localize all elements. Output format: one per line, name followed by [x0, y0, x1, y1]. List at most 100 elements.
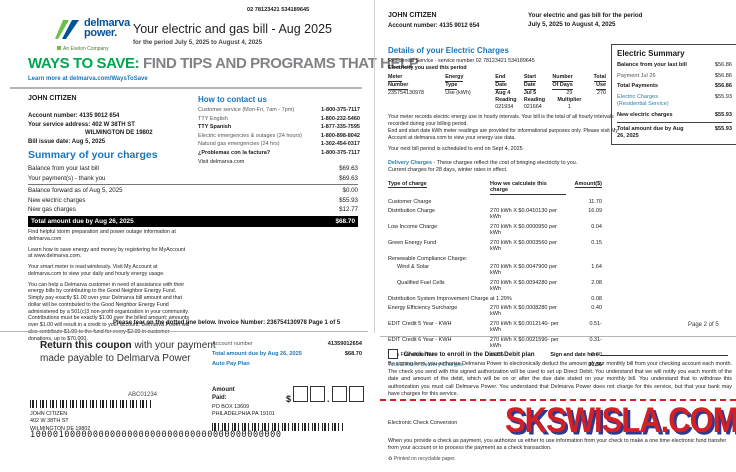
- sign-date-label: Sign and date here: [550, 352, 599, 358]
- summary-box-row: Payment Jul 26 $56.86: [617, 72, 732, 79]
- decimal-point: .: [327, 394, 330, 404]
- page-number: Page 2 of 5: [688, 322, 719, 328]
- contact-heading: How to contact us: [198, 95, 267, 104]
- charge-row: Low Income Charge 270 kWh X $0.0000950 pe…: [388, 223, 602, 237]
- coupon-account-row: Account number 41359012654: [212, 341, 362, 347]
- days-value: 29: [566, 90, 573, 97]
- end-reading-value: 021934: [495, 104, 514, 111]
- direct-debit-header: Check here to enroll in the Direct Debit…: [388, 348, 730, 360]
- customer-name: JOHN CITIZEN: [28, 95, 77, 102]
- summary-row: New electric charges $55.93: [28, 196, 358, 204]
- bill-issue-date: Bill issue date: Aug 5, 2025: [28, 139, 106, 146]
- amount-digit-box[interactable]: [331, 386, 347, 402]
- scanline-code: 02 78123421 534189645: [247, 7, 310, 13]
- charge-row: EDIT Credit 6 Year - KWH 270 kWh X $0.002…: [388, 336, 602, 349]
- summary-box-row: Balance from your last bill $56.86: [617, 62, 732, 68]
- delivery-charges-table: Type of charge How we calculate this cha…: [388, 181, 602, 371]
- service-address: Your service address: 402 W 38TH ST: [28, 121, 135, 128]
- ways-to-save-banner: WAYS TO SAVE: FIND TIPS AND PROGRAMS THA…: [28, 55, 419, 72]
- meter-col-energy: Energy Type Use (kWh): [445, 74, 495, 111]
- energy-type-value: Use (kWh): [445, 90, 471, 97]
- logo-word-2: power.: [84, 27, 118, 39]
- coupon-return-text: Return this coupon with your payment mad…: [40, 340, 216, 364]
- summary-box-row: Total Payments $56.86: [617, 83, 732, 90]
- meter-col-start: Start Date Jul 5 Reading 021664: [523, 74, 553, 111]
- amount-paid-boxes: $.: [286, 386, 364, 404]
- multiplier-value: 1: [567, 104, 571, 111]
- charge-row: Wlm Franchise Tax at 2% 0.00: [388, 352, 602, 359]
- watermark: SKSWISLA.COM: [505, 400, 736, 441]
- tear-instruction: Please tear on the dotted line below. In…: [113, 320, 341, 326]
- logo-word-1: delmarva: [84, 17, 130, 29]
- coupon-amount-block: Account number 41359012654 Total amount d…: [212, 341, 362, 367]
- account-number-p2: Account number: 4135 9012 654: [388, 23, 480, 29]
- summary-row: Your payment(s) - thank you $69.63: [28, 175, 358, 185]
- amount-paid-label: Amount Paid:: [212, 387, 235, 401]
- contact-row: TTY English 1-800-232-5460: [198, 115, 360, 122]
- signature-line[interactable]: [600, 348, 729, 356]
- summary-table: Balance from your last bill $69.63 Your p…: [28, 165, 358, 227]
- contact-row: TTY Spanish 1-877-335-7595: [198, 124, 360, 131]
- electric-summary-heading: Electric Summary: [617, 49, 685, 58]
- amount-digit-box[interactable]: [293, 386, 309, 402]
- ocr-scanline: 1000010000000000000000000000000000000000…: [30, 430, 282, 440]
- amount-digit-box[interactable]: [310, 386, 326, 402]
- electricity-used-line: Electricity you used this period: [388, 65, 467, 71]
- period-block-p2: Your electric and gas bill for the perio…: [528, 12, 643, 28]
- summary-heading: Summary of your charges: [28, 149, 158, 161]
- delivery-charges-intro: Delivery Charges - These charges reflect…: [388, 160, 578, 174]
- charge-row: EDIT Credit 5 Year - KWH 270 kWh X $0.001…: [388, 320, 602, 334]
- summary-box-row: New electric charges $55.93: [617, 111, 732, 118]
- amount-digit-box[interactable]: [348, 386, 364, 402]
- start-reading-value: 021664: [523, 104, 542, 111]
- bill-title: Your electric and gas bill - Aug 2025: [133, 22, 332, 36]
- summary-row: Balance from your last bill $69.63: [28, 165, 358, 172]
- delmarva-logo: [55, 18, 81, 47]
- bill-notes: Find helpful storm preparation and power…: [28, 229, 191, 346]
- right-page-divider: [380, 336, 736, 337]
- total-use-value: 270: [597, 90, 607, 97]
- charges-total-row: Total Electric Delivery Charges 30.36: [388, 361, 602, 368]
- contact-row: Electric emergencies & outages (24 hours…: [198, 132, 360, 139]
- next-bill-line: Your next bill period is scheduled to en…: [388, 146, 523, 152]
- customer-details: Account number: 4135 9012 654 Your servi…: [28, 112, 153, 147]
- account-number: Account number: 4135 9012 654: [28, 113, 120, 119]
- service-city: WILMINGTON DE 19802: [85, 130, 153, 137]
- ways-to-save-rest: FIND TIPS AND PROGRAMS THAT HELP: [139, 55, 419, 72]
- exelon-tagline: An Exelon Company: [57, 46, 109, 52]
- meter-col-days: Number Of Days 29 Multiplier 1: [552, 74, 586, 111]
- charge-row: Wind & Solar 270 kWh X $0.0047900 per kWh…: [397, 263, 602, 277]
- customer-name-p2: JOHN CITIZEN: [388, 12, 437, 19]
- coupon-code: ABC01234: [128, 392, 158, 398]
- charge-row: Qualified Fuel Cells 270 kWh X $0.0094280…: [397, 279, 602, 292]
- ecc-body: When you provide a check as payment, you…: [388, 438, 727, 452]
- delmarva-logo-icon: [55, 20, 79, 39]
- electric-details-heading: Details of your Electric Charges: [388, 46, 509, 55]
- charge-row: Customer Charge 11.70: [388, 198, 602, 205]
- red-tear-line: [380, 399, 736, 401]
- remit-barcode: [212, 423, 344, 431]
- direct-debit-checkbox[interactable]: [388, 349, 398, 360]
- meter-col-total: Total Use 270: [586, 74, 607, 111]
- summary-box-total-row: Total amount due by Aug 26, 2025 $55.93: [617, 122, 732, 139]
- electric-summary-box: Electric Summary Balance from your last …: [611, 44, 736, 145]
- exelon-square-icon: [57, 46, 61, 50]
- remit-address: PO BOX 13609 PHILADELPHIA PA 19101: [212, 404, 275, 418]
- summary-row: New gas charges $12.77: [28, 206, 358, 213]
- contact-row: ¿Problemas con la factura? 1-800-375-7117: [198, 149, 360, 156]
- service-number-line: Residential Service - service number 02 …: [388, 58, 535, 64]
- postal-barcode: [30, 400, 152, 408]
- charge-row: Energy Efficiency Surcharge 270 kWh X $0.…: [388, 305, 602, 318]
- note-paragraph: You can help a Delmarva customer in need…: [28, 281, 190, 342]
- ways-to-save-link: Learn more at delmarva.com/WaysToSave: [28, 76, 148, 82]
- contact-row: Natural gas emergencies (24 hrs) 1-302-45…: [198, 141, 360, 148]
- summary-row: Balance forward as of Aug 5, 2025 $0.00: [28, 187, 358, 194]
- recycle-note: ♻ Printed on recyclable paper.: [388, 456, 456, 462]
- ways-to-save-lead: WAYS TO SAVE:: [28, 55, 140, 72]
- meter-col-end: End Date Aug 4 Reading 021934: [495, 74, 524, 111]
- meter-number-value: 235754130978: [388, 90, 424, 97]
- summary-box-row: Electric Charges (Residential Service) $5…: [617, 94, 732, 107]
- meter-note-1: Your meter records electric energy use i…: [388, 114, 614, 127]
- contact-visit: Visit delmarva.com: [198, 158, 245, 165]
